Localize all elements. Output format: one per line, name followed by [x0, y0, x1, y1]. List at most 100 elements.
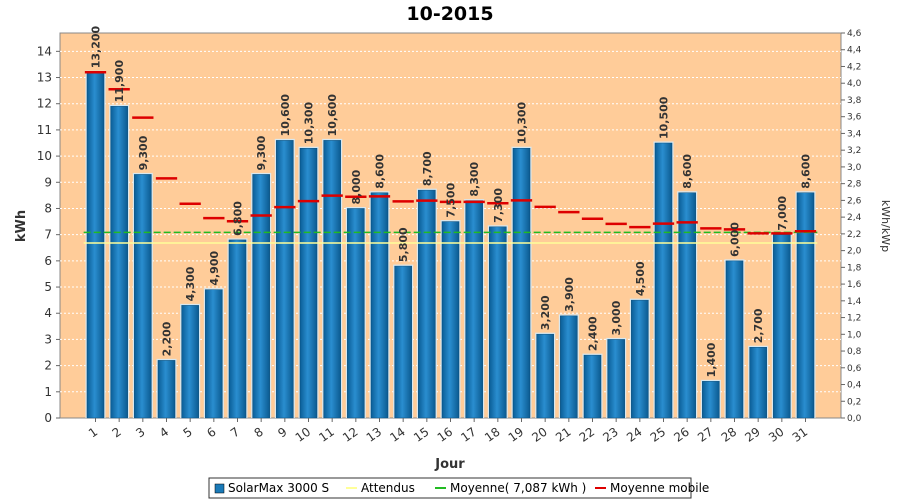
y2-tick-label: 0,6: [847, 364, 862, 374]
y2-tick-label: 4,2: [847, 62, 861, 72]
bar: [394, 265, 412, 419]
bar: [181, 305, 199, 419]
y-tick-label: 9: [44, 175, 52, 189]
x-tick-label: 10: [293, 425, 314, 445]
bar: [252, 174, 270, 419]
y-tick-label: 10: [37, 149, 52, 163]
bar: [654, 142, 673, 419]
y2-tick-label: 3,0: [847, 163, 862, 173]
y-tick-label: 7: [44, 228, 52, 242]
y2-tick-label: 3,6: [847, 113, 862, 123]
x-tick-label: 31: [790, 425, 811, 445]
bar-value-label: 3,200: [539, 295, 552, 330]
x-tick-label: 2: [110, 425, 124, 441]
bar: [512, 147, 531, 419]
x-tick-label: 18: [482, 425, 503, 445]
bar-value-label: 8,600: [374, 154, 387, 189]
y-tick-label: 5: [44, 280, 52, 294]
x-tick-label: 14: [387, 425, 408, 445]
bar: [536, 333, 554, 419]
bar-value-label: 4,900: [208, 251, 221, 286]
bar: [560, 315, 578, 419]
bar: [773, 234, 791, 419]
bar-value-label: 10,600: [326, 94, 339, 137]
bar: [489, 226, 507, 419]
y2-tick-label: 4,6: [847, 29, 862, 39]
x-tick-label: 6: [204, 425, 218, 441]
y2-tick-label: 1,4: [847, 297, 862, 307]
y2-tick-label: 3,8: [847, 96, 862, 106]
bar: [441, 221, 460, 419]
x-tick-label: 8: [252, 425, 266, 441]
y2-tick-label: 0,2: [847, 397, 861, 407]
x-tick-label: 7: [228, 425, 242, 441]
x-tick-label: 27: [695, 425, 716, 445]
y2-tick-label: 2,4: [847, 213, 862, 223]
bar: [678, 192, 696, 419]
y-tick-label: 2: [44, 359, 52, 373]
bar-value-label: 10,600: [279, 94, 292, 137]
y-tick-label: 4: [44, 306, 52, 320]
bar-value-label: 6,800: [232, 201, 245, 236]
bar-value-label: 10,300: [303, 101, 316, 144]
y-tick-label: 11: [37, 123, 52, 137]
y2-tick-label: 0,8: [847, 347, 862, 357]
x-tick-label: 30: [766, 425, 787, 445]
legend: SolarMax 3000 S Attendus Moyenne( 7,087 kW…: [208, 477, 709, 499]
bar-value-label: 6,000: [729, 222, 742, 257]
bar-value-label: 2,700: [752, 308, 765, 343]
bar: [725, 260, 744, 419]
bar-value-label: 11,900: [113, 60, 126, 103]
y2-tick-label: 3,2: [847, 146, 861, 156]
bar: [702, 381, 720, 419]
y2-tick-label: 2,0: [847, 247, 862, 257]
y2-tick-label: 1,8: [847, 263, 862, 273]
y-tick-label: 13: [37, 71, 52, 85]
bar: [157, 360, 176, 419]
y2-tick-label: 3,4: [847, 129, 862, 139]
bar-value-label: 7,500: [445, 182, 458, 217]
y2-tick-label: 1,0: [847, 330, 862, 340]
legend-label: Moyenne mobile: [610, 481, 709, 495]
bar-value-label: 2,400: [587, 316, 600, 351]
x-tick-label: 12: [340, 425, 361, 445]
bar-value-label: 8,700: [421, 151, 434, 186]
bar: [465, 200, 483, 419]
bar: [110, 106, 128, 419]
bar: [607, 339, 625, 419]
x-tick-label: 19: [506, 425, 527, 445]
x-tick-label: 28: [719, 425, 740, 445]
x-tick-label: 4: [157, 425, 171, 441]
bar-value-label: 5,800: [397, 227, 410, 262]
bar-value-label: 8,000: [350, 169, 363, 204]
bar: [86, 72, 105, 419]
x-tick-label: 20: [529, 425, 550, 445]
bar-value-label: 1,400: [705, 342, 718, 377]
x-tick-label: 16: [435, 425, 456, 445]
y2-tick-label: 4,0: [847, 79, 862, 89]
y-tick-label: 14: [37, 44, 52, 58]
y2-tick-label: 0,0: [847, 414, 862, 424]
x-tick-label: 11: [316, 425, 337, 445]
x-tick-label: 17: [458, 425, 479, 445]
x-tick-label: 25: [648, 425, 669, 445]
x-tick-label: 21: [553, 425, 574, 445]
legend-label: Attendus: [361, 481, 415, 495]
legend-label: Moyenne( 7,087 kWh ): [450, 481, 586, 495]
bar: [134, 174, 152, 419]
y-tick-label: 12: [37, 97, 52, 111]
bar: [749, 347, 767, 419]
bar: [418, 189, 436, 419]
y2-tick-label: 2,6: [847, 196, 862, 206]
x-tick-label: 3: [133, 425, 147, 441]
y2-tick-label: 2,2: [847, 230, 861, 240]
bar-value-label: 7,300: [492, 188, 505, 223]
x-axis-label: Jour: [434, 457, 465, 472]
y-tick-label: 3: [44, 332, 52, 346]
bar-value-label: 8,600: [681, 154, 694, 189]
y-tick-label: 8: [44, 201, 52, 215]
y-tick-label: 1: [44, 385, 52, 399]
bar: [347, 208, 365, 419]
y2-tick-label: 0,4: [847, 381, 862, 391]
